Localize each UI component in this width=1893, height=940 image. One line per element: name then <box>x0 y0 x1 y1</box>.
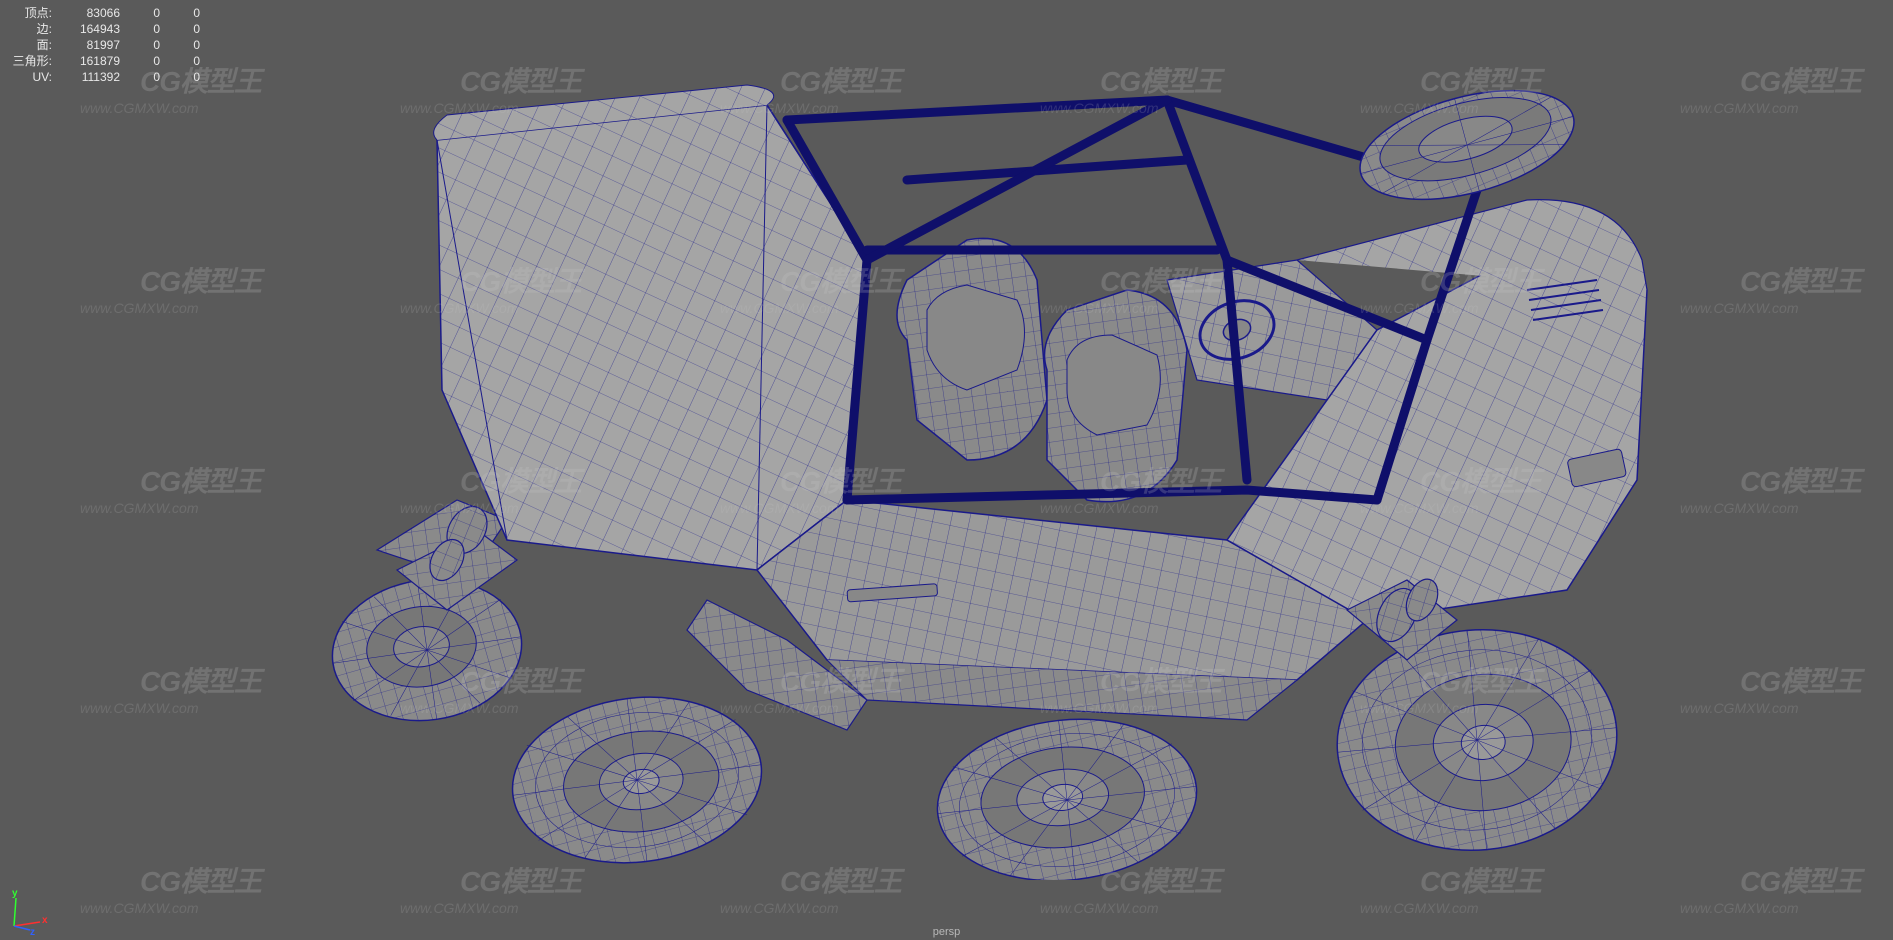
watermark-url: www.CGMXW.com <box>80 700 198 716</box>
stat-row-tris: 三角形: 161879 0 0 <box>10 53 200 69</box>
stat-value: 0 <box>120 37 160 53</box>
watermark-logo: CG模型王 <box>1100 460 1221 500</box>
watermark-url: www.CGMXW.com <box>1040 500 1158 516</box>
watermark-url: www.CGMXW.com <box>1680 900 1798 916</box>
watermark-logo: CG模型王 <box>460 460 581 500</box>
stat-label: 面: <box>10 37 60 53</box>
watermark-url: www.CGMXW.com <box>1680 300 1798 316</box>
watermark-url: www.CGMXW.com <box>1680 100 1798 116</box>
stat-value: 0 <box>160 37 200 53</box>
watermark-url: www.CGMXW.com <box>1360 300 1478 316</box>
stat-value: 111392 <box>60 69 120 85</box>
watermark-url: www.CGMXW.com <box>720 500 838 516</box>
watermark-url: www.CGMXW.com <box>720 700 838 716</box>
watermark-logo: CG模型王 <box>140 460 261 500</box>
stat-label: 三角形: <box>10 53 60 69</box>
wheel-front-left <box>929 707 1204 880</box>
axis-x-label: x <box>42 915 48 926</box>
watermark-url: www.CGMXW.com <box>720 300 838 316</box>
watermark-logo: CG模型王 <box>1420 860 1541 900</box>
watermark-url: www.CGMXW.com <box>400 300 518 316</box>
watermark-logo: CG模型王 <box>1740 660 1861 700</box>
watermark-logo: CG模型王 <box>780 660 901 700</box>
stat-row-uvs: UV: 111392 0 0 <box>10 69 200 85</box>
watermark-logo: CG模型王 <box>460 660 581 700</box>
watermark-logo: CG模型王 <box>1100 860 1221 900</box>
watermark-url: www.CGMXW.com <box>80 100 198 116</box>
watermark-logo: CG模型王 <box>460 60 581 100</box>
watermark-url: www.CGMXW.com <box>1040 300 1158 316</box>
viewport-3d[interactable]: 顶点: 83066 0 0 边: 164943 0 0 面: 81997 0 0… <box>0 0 1893 940</box>
stat-label: UV: <box>10 69 60 85</box>
stat-value: 0 <box>120 5 160 21</box>
stat-row-verts: 顶点: 83066 0 0 <box>10 5 200 21</box>
axis-y-label: y <box>12 888 18 899</box>
stat-value: 0 <box>120 53 160 69</box>
watermark-url: www.CGMXW.com <box>80 500 198 516</box>
stat-value: 0 <box>120 69 160 85</box>
watermark-url: www.CGMXW.com <box>1360 100 1478 116</box>
stat-value: 0 <box>160 53 200 69</box>
axis-z-label: z <box>30 927 35 938</box>
watermark-logo: CG模型王 <box>1740 460 1861 500</box>
watermark-url: www.CGMXW.com <box>80 300 198 316</box>
watermark-logo: CG模型王 <box>780 60 901 100</box>
watermark-logo: CG模型王 <box>1740 60 1861 100</box>
stat-row-faces: 面: 81997 0 0 <box>10 37 200 53</box>
watermark-logo: CG模型王 <box>1740 860 1861 900</box>
watermark-url: www.CGMXW.com <box>400 100 518 116</box>
watermark-logo: CG模型王 <box>1740 260 1861 300</box>
watermark-url: www.CGMXW.com <box>1040 100 1158 116</box>
axis-gizmo[interactable]: x y z <box>8 892 48 932</box>
stat-value: 161879 <box>60 53 120 69</box>
stat-value: 83066 <box>60 5 120 21</box>
watermark-url: www.CGMXW.com <box>1680 700 1798 716</box>
watermark-url: www.CGMXW.com <box>720 900 838 916</box>
watermark-url: www.CGMXW.com <box>1040 700 1158 716</box>
stat-label: 边: <box>10 21 60 37</box>
panel-camera-label: persp <box>933 926 961 938</box>
watermark-logo: CG模型王 <box>1420 260 1541 300</box>
watermark-url: www.CGMXW.com <box>720 100 838 116</box>
watermark-logo: CG模型王 <box>780 860 901 900</box>
watermark-logo: CG模型王 <box>1100 60 1221 100</box>
watermark-logo: CG模型王 <box>780 460 901 500</box>
watermark-logo: CG模型王 <box>1420 460 1541 500</box>
watermark-logo: CG模型王 <box>140 860 261 900</box>
watermark-logo: CG模型王 <box>1420 60 1541 100</box>
watermark-url: www.CGMXW.com <box>1040 900 1158 916</box>
stat-value: 0 <box>160 69 200 85</box>
watermark-logo: CG模型王 <box>140 260 261 300</box>
watermark-logo: CG模型王 <box>460 260 581 300</box>
stat-value: 81997 <box>60 37 120 53</box>
stat-row-edges: 边: 164943 0 0 <box>10 21 200 37</box>
watermark-logo: CG模型王 <box>460 860 581 900</box>
watermark-url: www.CGMXW.com <box>1360 500 1478 516</box>
watermark-logo: CG模型王 <box>1100 660 1221 700</box>
watermark-logo: CG模型王 <box>140 660 261 700</box>
watermark-url: www.CGMXW.com <box>80 900 198 916</box>
wheel-front-right <box>1327 618 1625 862</box>
stat-value: 0 <box>120 21 160 37</box>
stat-value: 0 <box>160 5 200 21</box>
watermark-logo: CG模型王 <box>1100 260 1221 300</box>
stat-value: 164943 <box>60 21 120 37</box>
stat-value: 0 <box>160 21 200 37</box>
watermark-url: www.CGMXW.com <box>1680 500 1798 516</box>
watermark-url: www.CGMXW.com <box>1360 700 1478 716</box>
watermark-url: www.CGMXW.com <box>400 700 518 716</box>
watermark-url: www.CGMXW.com <box>1360 900 1478 916</box>
watermark-logo: CG模型王 <box>780 260 901 300</box>
watermark-url: www.CGMXW.com <box>400 900 518 916</box>
watermark-logo: CG模型王 <box>1420 660 1541 700</box>
stat-label: 顶点: <box>10 5 60 21</box>
watermark-url: www.CGMXW.com <box>400 500 518 516</box>
stats-panel: 顶点: 83066 0 0 边: 164943 0 0 面: 81997 0 0… <box>10 5 200 85</box>
